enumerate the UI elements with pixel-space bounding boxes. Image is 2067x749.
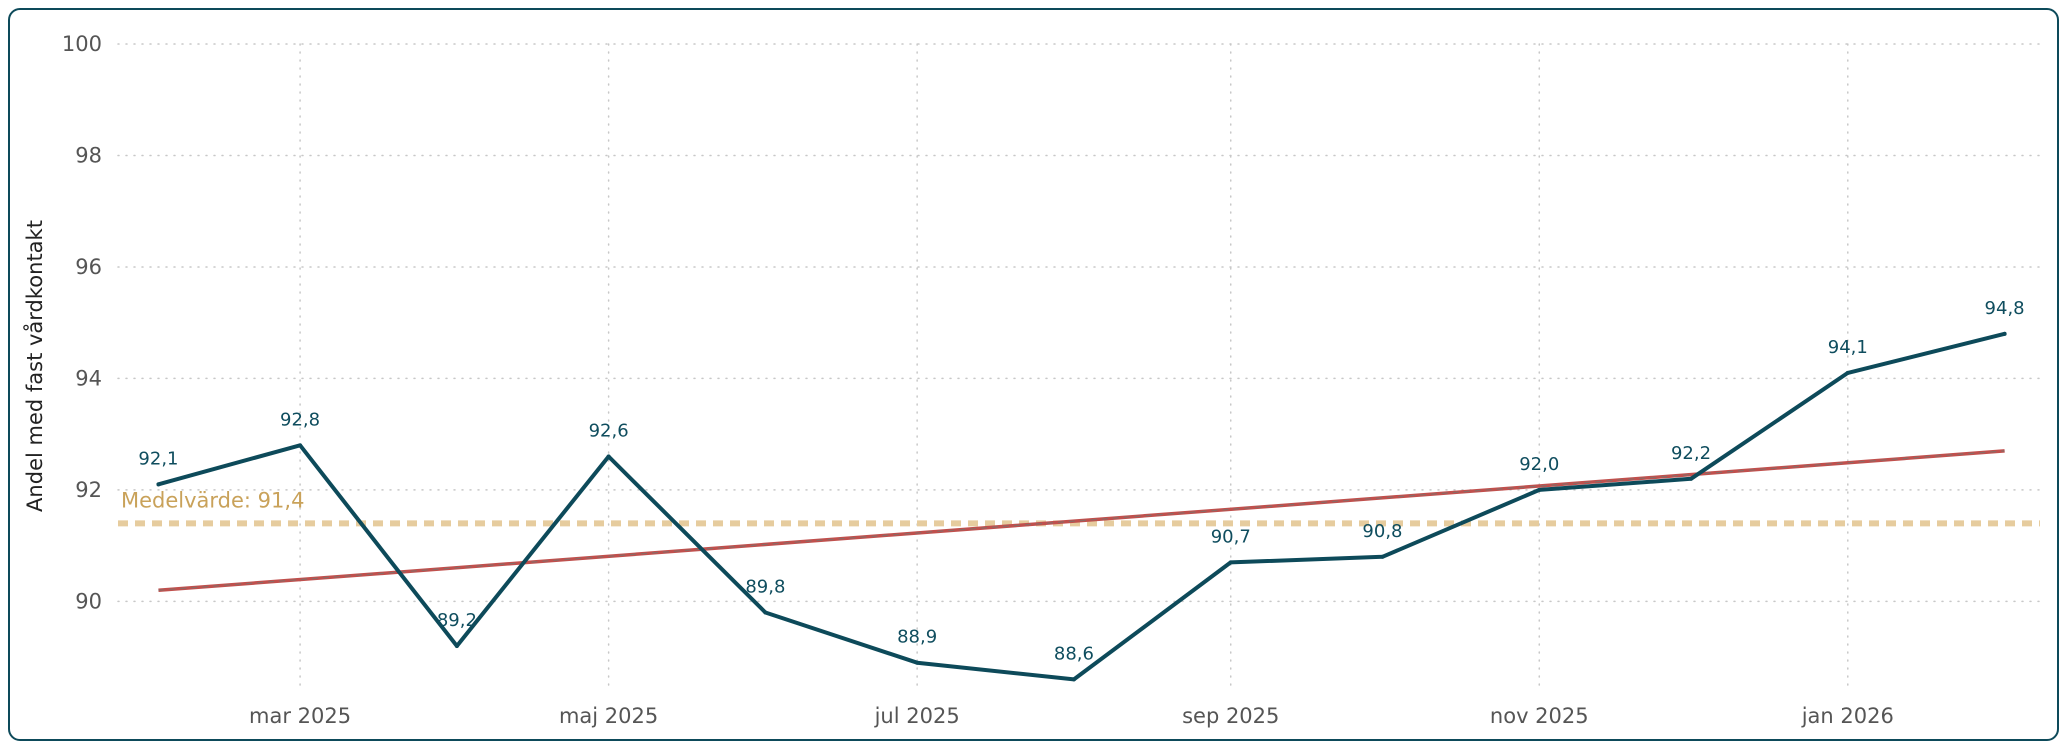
data-point (298, 443, 303, 448)
data-label: 92,1 (138, 448, 178, 469)
series-line (156, 331, 2007, 682)
y-tick-label: 90 (75, 589, 102, 613)
data-point (454, 643, 459, 648)
x-tick-label: nov 2025 (1490, 704, 1589, 728)
data-label: 89,8 (745, 577, 785, 598)
x-tick-label: sep 2025 (1182, 704, 1279, 728)
gridlines (117, 43, 2041, 686)
data-point (763, 610, 768, 615)
x-tick-label: maj 2025 (559, 704, 658, 728)
y-tick-label: 96 (75, 255, 102, 279)
data-label: 94,1 (1828, 337, 1868, 358)
data-point (1845, 370, 1850, 375)
y-tick-label: 100 (62, 32, 102, 56)
mean-line-group: Medelvärde: 91,4 (118, 488, 2040, 527)
data-label: 94,8 (1985, 298, 2025, 319)
data-point (1537, 487, 1542, 492)
data-label: 92,6 (589, 420, 629, 441)
data-point (156, 482, 161, 487)
mean-line-label: Medelvärde: 91,4 (121, 488, 304, 512)
y-tick-label: 98 (75, 143, 102, 167)
data-labels: 92,1 92,8 89,2 92,6 89,8 88,9 88,6 90,7 90,8 92,0… (138, 298, 2024, 665)
data-label: 92,2 (1671, 443, 1711, 464)
data-label: 92,0 (1519, 454, 1559, 475)
y-axis-ticks: 90 92 94 96 98 100 (62, 32, 102, 613)
y-tick-label: 92 (75, 478, 102, 502)
trendline-dash (158, 450, 2005, 591)
data-label: 88,6 (1054, 643, 1094, 664)
data-point (2002, 331, 2007, 336)
data-point (915, 660, 920, 665)
x-tick-label: jul 2025 (874, 704, 960, 728)
y-axis-title: Andel med fast vårdkontakt (22, 220, 47, 512)
data-point (1071, 677, 1076, 682)
data-label: 92,8 (280, 409, 320, 430)
data-label: 89,2 (437, 610, 477, 631)
trendline-group (158, 449, 2005, 592)
data-label: 88,9 (897, 627, 937, 648)
x-tick-label: jan 2026 (1801, 704, 1894, 728)
data-label: 90,7 (1211, 526, 1251, 547)
y-tick-label: 94 (75, 366, 102, 390)
series-group (156, 331, 2007, 682)
data-point (1689, 476, 1694, 481)
data-point (1380, 554, 1385, 559)
data-label: 90,8 (1362, 521, 1402, 542)
data-point (1228, 560, 1233, 565)
x-tick-label: mar 2025 (249, 704, 351, 728)
x-axis-ticks: mar 2025 maj 2025 jul 2025 sep 2025 nov 2025… (249, 704, 1894, 728)
chart-frame (8, 8, 2059, 741)
data-point (606, 454, 611, 459)
